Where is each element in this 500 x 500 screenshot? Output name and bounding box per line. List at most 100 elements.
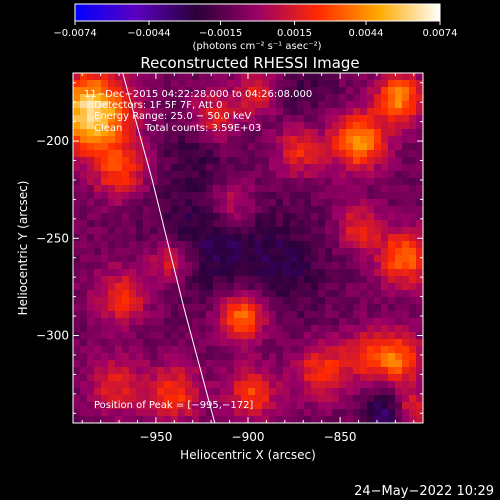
heatmap-cell (395, 262, 403, 270)
heatmap-cell (213, 122, 221, 130)
heatmap-cell (402, 178, 410, 186)
heatmap-cell (374, 304, 382, 312)
heatmap-cell (374, 283, 382, 291)
heatmap-cell (192, 346, 200, 354)
heatmap-cell (178, 402, 186, 410)
heatmap-cell (339, 73, 347, 81)
heatmap-cell (108, 143, 116, 151)
heatmap-cell (94, 318, 102, 326)
heatmap-cell (346, 80, 354, 88)
heatmap-cell (199, 304, 207, 312)
heatmap-cell (262, 416, 270, 423)
heatmap-cell (402, 241, 410, 249)
heatmap-cell (115, 150, 123, 158)
heatmap-cell (115, 290, 123, 298)
heatmap-cell (276, 311, 284, 319)
heatmap-cell (395, 94, 403, 102)
heatmap-cell (416, 339, 423, 347)
heatmap-cell (143, 94, 151, 102)
heatmap-cell (381, 108, 389, 116)
heatmap-cell (164, 101, 172, 109)
heatmap-cell (115, 297, 123, 305)
heatmap-cell (199, 388, 207, 396)
heatmap-cell (171, 325, 179, 333)
heatmap-cell (325, 409, 333, 417)
heatmap-cell (227, 262, 235, 270)
heatmap-cell (213, 325, 221, 333)
heatmap-cell (262, 325, 270, 333)
heatmap-cell (346, 241, 354, 249)
heatmap-cell (297, 185, 305, 193)
heatmap-cell (73, 122, 81, 130)
heatmap-cell (178, 353, 186, 361)
heatmap-cell (227, 318, 235, 326)
heatmap-cell (164, 227, 172, 235)
heatmap-cell (80, 402, 88, 410)
heatmap-cell (157, 395, 165, 403)
heatmap-cell (122, 150, 130, 158)
heatmap-cell (339, 283, 347, 291)
heatmap-cell (346, 129, 354, 137)
heatmap-cell (227, 234, 235, 242)
heatmap-cell (388, 157, 396, 165)
heatmap-cell (325, 255, 333, 263)
heatmap-cell (388, 80, 396, 88)
heatmap-cell (143, 318, 151, 326)
annotation-energy: Energy Range: 25.0 − 50.0 keV (94, 111, 251, 122)
heatmap-cell (346, 101, 354, 109)
heatmap-cell (248, 213, 256, 221)
heatmap-cell (227, 241, 235, 249)
heatmap-cell (171, 388, 179, 396)
heatmap-cell (192, 325, 200, 333)
heatmap-cell (73, 192, 81, 200)
heatmap-cell (178, 318, 186, 326)
heatmap-cell (199, 157, 207, 165)
heatmap-cell (157, 150, 165, 158)
heatmap-cell (87, 339, 95, 347)
heatmap-cell (269, 409, 277, 417)
heatmap-cell (220, 157, 228, 165)
heatmap-cell (185, 346, 193, 354)
heatmap-cell (388, 367, 396, 375)
heatmap-cell (339, 108, 347, 116)
heatmap-cell (157, 157, 165, 165)
heatmap-cell (367, 409, 375, 417)
heatmap-cell (87, 157, 95, 165)
heatmap-cell (101, 73, 109, 81)
heatmap-cell (255, 332, 263, 340)
heatmap-cell (122, 381, 130, 389)
heatmap-cell (164, 87, 172, 95)
heatmap-cell (143, 360, 151, 368)
heatmap-cell (171, 213, 179, 221)
heatmap-cell (269, 374, 277, 382)
heatmap-cell (122, 122, 130, 130)
heatmap-cell (220, 101, 228, 109)
heatmap-cell (332, 353, 340, 361)
heatmap-cell (402, 108, 410, 116)
heatmap-cell (388, 206, 396, 214)
heatmap-cell (108, 416, 116, 423)
heatmap-cell (367, 367, 375, 375)
heatmap-cell (416, 115, 423, 123)
heatmap-cell (122, 353, 130, 361)
heatmap-cell (185, 388, 193, 396)
heatmap-cell (297, 353, 305, 361)
heatmap-cell (80, 171, 88, 179)
heatmap-cell (269, 87, 277, 95)
heatmap-cell (339, 255, 347, 263)
heatmap-cell (388, 87, 396, 95)
heatmap-cell (283, 353, 291, 361)
heatmap-cell (129, 332, 137, 340)
plot-area: 11−Dec−2015 04:22:28.000 to 04:26:08.000… (36, 72, 424, 444)
heatmap-cell (101, 360, 109, 368)
heatmap-cell (276, 360, 284, 368)
heatmap-cell (416, 150, 423, 158)
heatmap-cell (227, 311, 235, 319)
heatmap-cell (346, 297, 354, 305)
heatmap-cell (171, 416, 179, 423)
heatmap-cell (332, 416, 340, 423)
heatmap-cell (241, 297, 249, 305)
heatmap-cell (150, 206, 158, 214)
heatmap-cell (381, 346, 389, 354)
heatmap-cell (332, 115, 340, 123)
